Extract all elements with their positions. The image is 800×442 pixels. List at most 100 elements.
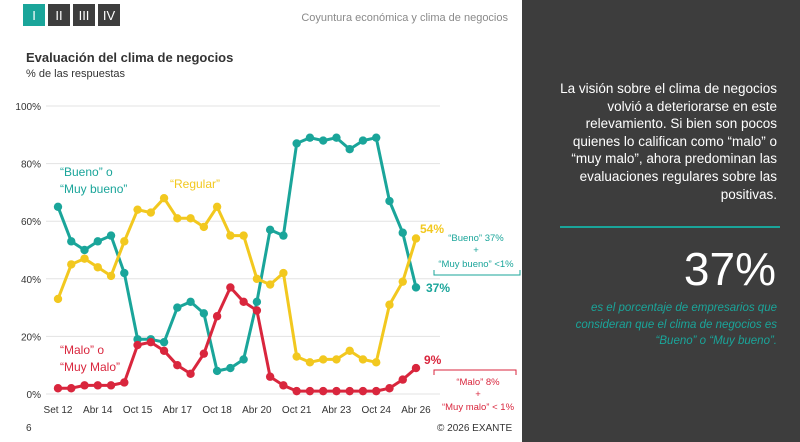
data-point [279, 268, 288, 278]
data-point [305, 386, 315, 396]
data-point [305, 358, 315, 367]
data-point [67, 237, 76, 246]
series-line [58, 285, 417, 393]
data-point [265, 225, 275, 235]
chart-subtitle: % de las respuestas [26, 68, 126, 80]
end-value-label: 9% [424, 353, 442, 367]
highlight-value: 37% [683, 243, 776, 295]
data-point [199, 309, 209, 318]
data-point [146, 337, 156, 347]
data-point [411, 234, 421, 243]
data-point [265, 372, 275, 381]
data-point [292, 352, 301, 361]
data-point [53, 294, 63, 304]
data-point [279, 231, 288, 240]
annotation-text: “Muy malo” < 1% [442, 402, 515, 413]
data-point [212, 366, 222, 376]
data-point [318, 136, 328, 145]
data-point [159, 337, 169, 347]
data-point [212, 312, 222, 321]
annotation-text: “Malo” 8% [456, 377, 500, 388]
tab-iv[interactable]: IV [98, 4, 120, 26]
divider [560, 226, 780, 228]
x-tick-label: Abr 23 [322, 405, 352, 416]
line-chart: 0% 20% 40% 60% 80% 100% Set 12 Abr 14 Oct 15 Abr … [15, 102, 521, 416]
series-label: “Malo” o [60, 343, 104, 357]
data-point [265, 280, 275, 289]
y-tick-label: 0% [27, 390, 42, 401]
data-point [186, 297, 195, 307]
data-point [173, 361, 182, 370]
x-tick-label: Abr 14 [83, 405, 113, 416]
header-title: Coyuntura económica y clima de negocios [301, 12, 508, 24]
y-tick-label: 20% [21, 332, 41, 343]
x-tick-label: Abr 17 [163, 405, 193, 416]
x-tick-label: Abr 26 [401, 405, 431, 416]
data-point [186, 214, 195, 223]
commentary-text: La visión sobre el clima de negocios vol… [560, 81, 777, 202]
data-point [345, 386, 354, 396]
data-point [120, 237, 129, 246]
series-label: “Muy bueno” [60, 182, 127, 196]
data-point [133, 205, 142, 214]
data-point [345, 145, 354, 154]
data-point [106, 271, 116, 281]
data-point [385, 300, 394, 309]
data-point [53, 202, 63, 211]
highlight-caption: es el porcentaje de empresarios que cons… [575, 302, 777, 347]
data-point [345, 346, 354, 355]
series-label: “Muy Malo” [60, 360, 120, 374]
data-point [226, 231, 235, 240]
data-point [106, 231, 116, 240]
data-point [372, 358, 381, 367]
data-point [411, 363, 421, 373]
data-point [173, 214, 182, 223]
data-point [80, 381, 89, 390]
data-point [252, 274, 262, 283]
data-point [80, 254, 89, 263]
data-point [53, 384, 63, 393]
data-point [398, 228, 407, 237]
data-point [398, 277, 407, 286]
data-point [226, 363, 235, 373]
copyright: © 2026 EXANTE [437, 423, 513, 434]
end-value-label: 37% [426, 281, 450, 295]
data-point [318, 386, 328, 396]
end-value-label: 54% [420, 222, 444, 236]
y-tick-label: 80% [21, 160, 41, 171]
x-tick-label: Oct 21 [282, 405, 312, 416]
annotation-bracket [433, 270, 521, 276]
data-point [332, 386, 341, 396]
data-point [159, 193, 169, 203]
data-point [67, 384, 76, 393]
tab-iii[interactable]: III [73, 4, 95, 26]
page-number: 6 [26, 423, 32, 434]
data-point [93, 381, 102, 390]
section-tabs: I II III IV [23, 4, 120, 26]
data-point [106, 381, 116, 390]
annotation-text: “Muy bueno” <1% [438, 259, 514, 270]
series-line [56, 196, 418, 364]
data-point [292, 386, 301, 396]
series-label: “Bueno” o [60, 165, 113, 179]
series-line [56, 136, 418, 373]
data-point [80, 245, 89, 255]
data-point [239, 231, 248, 240]
data-point [398, 375, 407, 384]
data-point [279, 381, 288, 390]
x-tick-label: Oct 24 [361, 405, 391, 416]
tab-ii[interactable]: II [48, 4, 70, 26]
data-point [173, 303, 182, 312]
data-point [133, 335, 142, 344]
series-label: “Regular” [170, 177, 220, 191]
x-tick-label: Set 12 [44, 405, 73, 416]
data-point [332, 133, 341, 142]
data-point [252, 297, 262, 307]
data-point [372, 386, 381, 396]
data-point [67, 260, 76, 269]
data-point [226, 283, 235, 292]
data-point [199, 349, 209, 358]
data-point [358, 355, 368, 364]
tab-i[interactable]: I [23, 4, 45, 26]
x-tick-label: Oct 18 [202, 405, 232, 416]
